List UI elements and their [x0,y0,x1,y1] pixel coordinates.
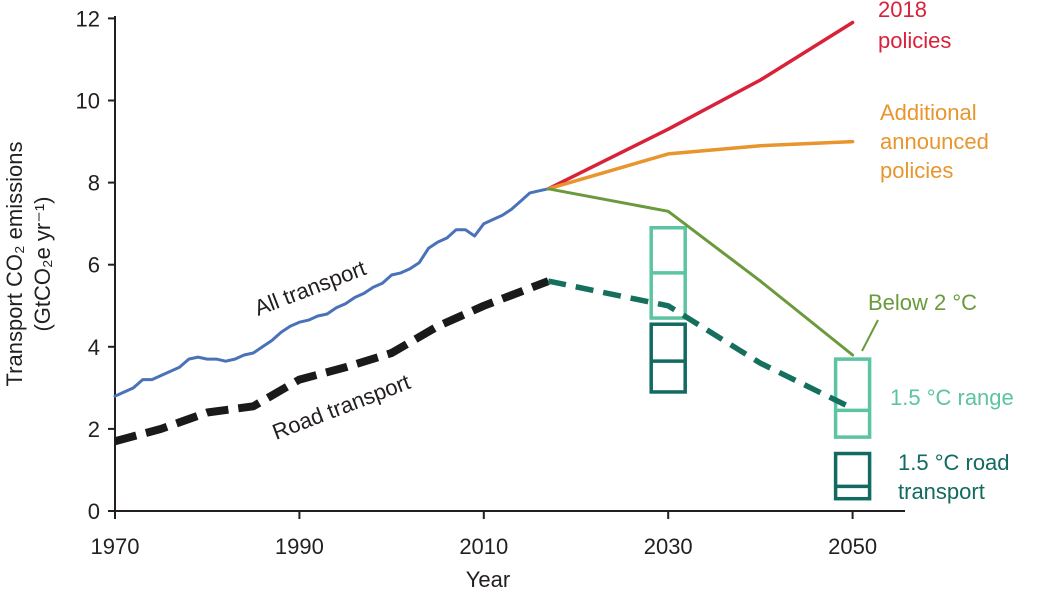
label-below-2c: Below 2 °C [868,290,977,315]
x-axis-title: Year [466,567,510,592]
label-additional-line2: announced [880,129,989,154]
x-tick-label: 2010 [459,534,508,559]
series-all-transport [113,187,550,398]
y-tick-label: 6 [88,253,100,278]
label-additional-policies: Additional announced policies [880,100,989,183]
y-tick-label: 10 [76,89,100,114]
series-additional-policies [546,139,855,191]
label-1-5c-road: 1.5 °C road transport [898,450,1010,504]
y-axis-title-line1: Transport CO₂ emissions [2,142,27,387]
series-road-projection [547,278,854,411]
label-all-transport: All transport [251,255,370,320]
x-tick-label: 2030 [644,534,693,559]
y-tick-label: 8 [88,171,100,196]
road-1-5c-box [833,451,872,501]
label-additional-line1: Additional [880,100,977,125]
x-ticks: 1970 1990 2010 2030 2050 [91,511,877,559]
road-1-5c-box [649,322,687,394]
series-lines [113,20,879,446]
x-tick-label: 1990 [275,534,324,559]
x-tick-label: 2050 [828,534,877,559]
y-tick-label: 2 [88,417,100,442]
series-policies-2018 [546,20,855,191]
label-2018-policies: 2018 policies [878,0,951,53]
label-1-5c-road-line2: transport [898,479,985,504]
y-tick-label: 4 [88,335,100,360]
y-axis-title: Transport CO₂ emissions (GtCO₂e yr⁻¹) [2,142,55,387]
label-1-5c-road-line1: 1.5 °C road [898,450,1010,475]
label-1-5c-range: 1.5 °C range [890,385,1014,410]
x-tick-label: 1970 [91,534,140,559]
label-additional-line3: policies [880,158,953,183]
axes: 0 2 4 6 8 10 12 1970 1990 2010 2030 2050 [76,6,905,559]
y-axis-title-line2: (GtCO₂e yr⁻¹) [30,196,55,331]
label-2018-policies-line1: 2018 [878,0,927,22]
y-tick-label: 0 [88,499,100,524]
below-2c-leader-line [861,319,879,352]
label-road-transport: Road transport [269,369,414,444]
range-1-5c-box [833,357,872,439]
label-2018-policies-line2: policies [878,28,951,53]
series-below-2c [546,187,855,357]
series-road-transport [113,277,550,446]
y-ticks: 0 2 4 6 8 10 12 [76,6,115,524]
y-tick-label: 12 [76,6,100,31]
